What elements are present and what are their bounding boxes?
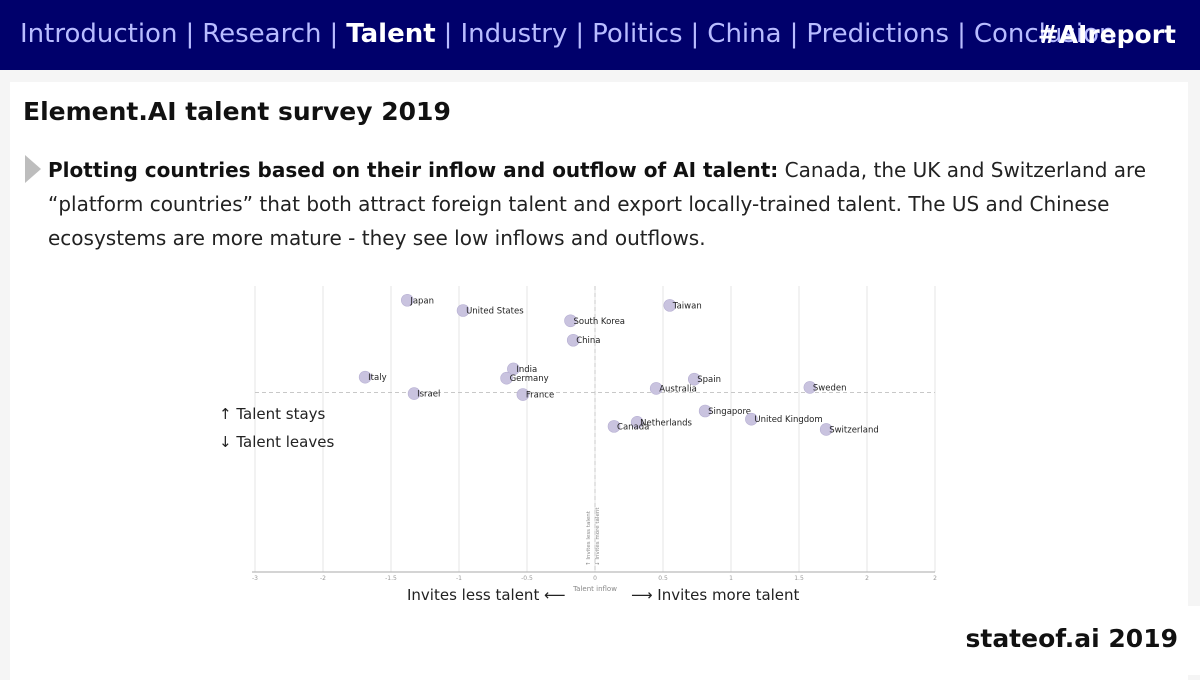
point-taiwan <box>663 299 677 312</box>
nav-item-predictions[interactable]: Predictions <box>806 19 950 49</box>
content-panel <box>10 82 1188 680</box>
point-spain <box>687 372 701 386</box>
vertical-note-more: ↓ Invites more talent <box>594 507 601 566</box>
x-tick-label: 2 <box>865 575 869 582</box>
point-united-kingdom <box>745 412 758 426</box>
point-south-korea <box>564 314 577 328</box>
nav-item-politics[interactable]: Politics <box>592 19 683 49</box>
page-title: Element.AI talent survey 2019 <box>23 97 451 126</box>
point-germany <box>500 371 513 385</box>
point-japan <box>401 293 414 307</box>
point-france <box>516 388 530 401</box>
x-tick-label: -3 <box>252 575 258 582</box>
nav-separator: | <box>185 19 195 49</box>
x-tick-label: -1 <box>456 575 462 582</box>
point-label-france: France <box>526 391 554 401</box>
point-india <box>507 362 520 376</box>
point-canada <box>607 420 621 433</box>
nav-item-industry[interactable]: Industry <box>460 19 568 49</box>
point-italy <box>358 370 372 384</box>
x-tick-label: -1.5 <box>385 575 397 582</box>
description-bold: Plotting countries based on their inflow… <box>48 158 779 182</box>
point-label-australia: Australia <box>659 384 697 394</box>
point-label-spain: Spain <box>697 375 721 385</box>
description-text: Canada, the UK and Switzerland are “plat… <box>48 158 1147 250</box>
point-label-italy: Italy <box>368 373 386 383</box>
talent-leaves-label: ↓ Talent leaves <box>219 433 335 451</box>
point-netherlands <box>630 415 644 429</box>
invites-less-label: Invites less talent ⟵ <box>407 586 566 604</box>
point-israel <box>407 387 421 400</box>
x-tick-label: -2 <box>320 575 326 582</box>
point-label-germany: Germany <box>510 374 549 384</box>
point-sweden <box>803 381 817 394</box>
nav-item-introduction[interactable]: Introduction <box>20 19 178 49</box>
x-tick-label: 2 <box>933 575 937 582</box>
x-tick-label: -0.5 <box>521 575 533 582</box>
point-label-india: India <box>516 365 537 375</box>
chart-points: Japan United States Taiwan South Korea China… <box>358 293 879 436</box>
vertical-note-less: ↑ Invites less talent <box>585 510 592 566</box>
point-label-canada: Canada <box>617 422 649 432</box>
point-label-japan: Japan <box>409 296 434 306</box>
bullet-arrow-icon <box>25 155 41 183</box>
nav-item-conclusion[interactable]: Conclusion <box>973 19 1116 49</box>
section-nav: Introduction | Research | Talent | Industry | Po… <box>20 19 1116 49</box>
nav-separator: | <box>690 19 700 49</box>
point-switzerland <box>819 423 833 436</box>
x-tick-label: 1.5 <box>794 575 804 582</box>
x-tick-label: 1 <box>729 575 733 582</box>
slide-description: Plotting countries based on their inflow… <box>48 153 1168 255</box>
nav-separator: | <box>957 19 966 49</box>
point-label-united-kingdom: United Kingdom <box>754 415 822 425</box>
nav-item-talent[interactable]: Talent <box>346 19 436 49</box>
point-label-united-states: United States <box>466 307 524 317</box>
point-label-sweden: Sweden <box>813 383 847 393</box>
point-china <box>566 333 580 347</box>
invites-more-label: ⟶ Invites more talent <box>631 586 800 604</box>
point-label-israel: Israel <box>417 390 440 400</box>
point-label-singapore: Singapore <box>708 407 751 417</box>
nav-separator: | <box>329 19 339 49</box>
footer-brand: stateof.ai 2019 <box>945 606 1200 675</box>
top-nav-bar: Introduction | Research | Talent | Industry | Po… <box>0 0 1200 70</box>
nav-item-research[interactable]: Research <box>202 19 322 49</box>
point-australia <box>649 382 663 395</box>
point-united-states <box>456 304 470 317</box>
x-axis-ticks: -3 -2 -1.5 -1 -0.5 0 0.5 1 1.5 2 2 <box>252 575 937 582</box>
nav-item-china[interactable]: China <box>707 19 782 49</box>
talent-stays-label: ↑ Talent stays <box>219 405 326 423</box>
nav-separator: | <box>575 19 585 49</box>
nav-separator: | <box>443 19 453 49</box>
x-tick-label: 0.5 <box>658 575 668 582</box>
nav-separator: | <box>789 19 799 49</box>
point-label-china: China <box>576 336 600 346</box>
point-label-netherlands: Netherlands <box>640 418 692 428</box>
x-tick-label: 0 <box>593 575 597 582</box>
point-label-switzerland: Switzerland <box>829 425 879 435</box>
hashtag-label[interactable]: #AIreport <box>1037 20 1176 49</box>
point-label-taiwan: Taiwan <box>672 301 702 311</box>
point-label-south-korea: South Korea <box>574 317 626 327</box>
x-axis-title: Talent inflow <box>572 585 617 593</box>
point-singapore <box>698 404 712 418</box>
